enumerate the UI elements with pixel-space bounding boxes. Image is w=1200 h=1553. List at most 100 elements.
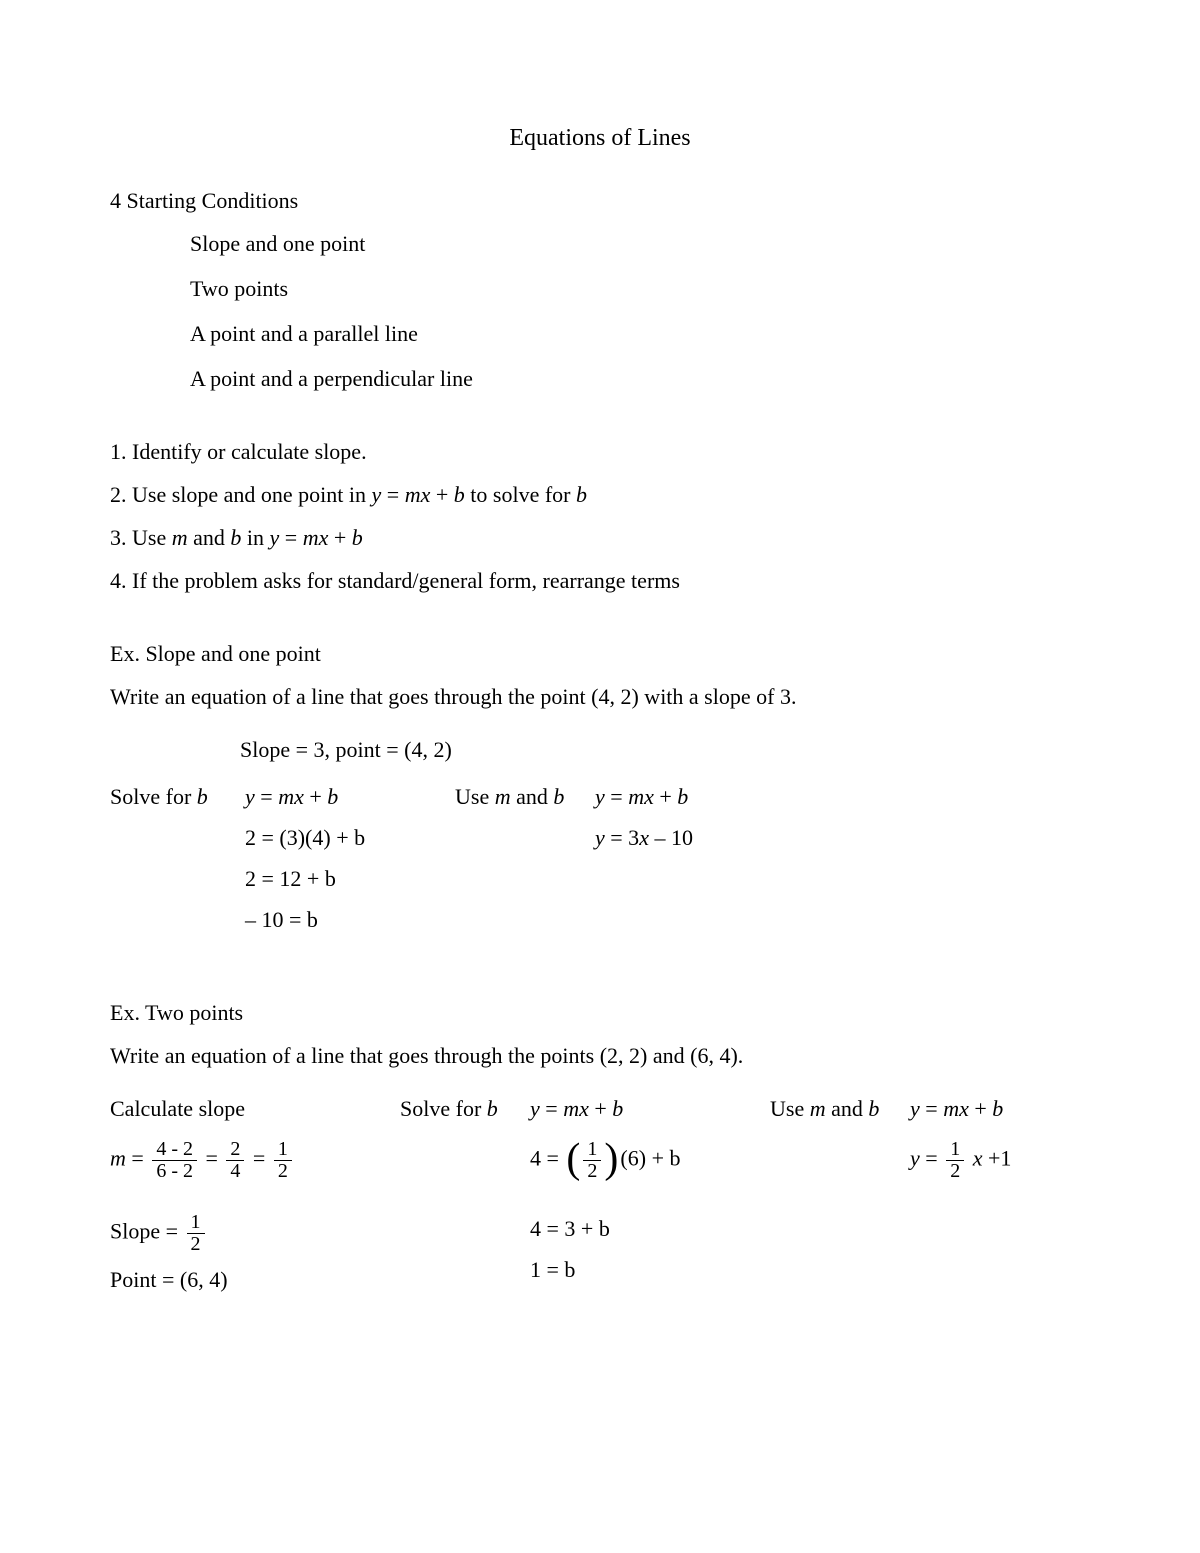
var-y: y: [910, 1146, 920, 1171]
var-y: y: [595, 825, 605, 850]
eq: =: [605, 784, 628, 809]
eq: =: [255, 784, 278, 809]
plus: +: [969, 1096, 992, 1121]
ex2-use-steps: y = mx + b y = 12 x +1: [910, 1092, 1090, 1182]
ex1-use-label: Use m and b: [455, 780, 595, 813]
var-mx: mx: [278, 784, 304, 809]
big-paren: 12: [564, 1139, 620, 1182]
var-y: y: [530, 1096, 540, 1121]
fraction: 12: [274, 1139, 292, 1182]
and: and: [826, 1096, 869, 1121]
numerator: 1: [583, 1139, 601, 1161]
ex1-prompt: Write an equation of a line that goes th…: [110, 680, 1090, 713]
plus: +: [328, 525, 351, 550]
var-b: b: [612, 1096, 623, 1121]
ex2-slope-calc: m = 4 - 26 - 2 = 24 = 12: [110, 1139, 400, 1182]
var-b: b: [197, 784, 208, 809]
plus: +: [304, 784, 327, 809]
var-y: y: [595, 784, 605, 809]
eq: =: [920, 1096, 943, 1121]
label-text: Slope =: [110, 1219, 184, 1244]
step-3-pre: 3. Use: [110, 525, 172, 550]
var-b: b: [677, 784, 688, 809]
numerator: 1: [274, 1139, 292, 1161]
fraction: 24: [226, 1139, 244, 1182]
denominator: 2: [583, 1161, 601, 1182]
var-x: x: [639, 825, 649, 850]
numerator: 1: [946, 1139, 964, 1161]
denominator: 6 - 2: [152, 1161, 197, 1182]
ex1-given: Slope = 3, point = (4, 2): [240, 733, 1090, 766]
condition-item: A point and a parallel line: [190, 317, 1090, 350]
step-2: 2. Use slope and one point in y = mx + b…: [110, 478, 1090, 511]
var-m: m: [810, 1096, 826, 1121]
var-mx: mx: [943, 1096, 969, 1121]
ex2-solve-line-3: 4 = 3 + b: [530, 1212, 770, 1245]
fraction: 12: [583, 1139, 601, 1182]
fraction: 12: [946, 1139, 964, 1182]
denominator: 2: [274, 1161, 292, 1182]
ex1-solve-steps: y = mx + b 2 = (3)(4) + b 2 = 12 + b – 1…: [245, 780, 455, 936]
var-b: b: [352, 525, 363, 550]
ex2-solve-line-2: 4 = 12(6) + b: [530, 1139, 770, 1182]
condition-item: A point and a perpendicular line: [190, 362, 1090, 395]
var-b: b: [576, 482, 587, 507]
text: = 3: [605, 825, 639, 850]
step-3: 3. Use m and b in y = mx + b: [110, 521, 1090, 554]
denominator: 4: [226, 1161, 244, 1182]
var-b: b: [553, 784, 564, 809]
ex1-solve-line-3: 2 = 12 + b: [245, 862, 455, 895]
step-4: 4. If the problem asks for standard/gene…: [110, 564, 1090, 597]
eq: =: [200, 1146, 223, 1171]
page-title: Equations of Lines: [110, 120, 1090, 156]
ex2-title: Ex. Two points: [110, 996, 1090, 1029]
fraction: 4 - 26 - 2: [152, 1139, 197, 1182]
steps-list: 1. Identify or calculate slope. 2. Use s…: [110, 435, 1090, 597]
ex1-use-line-2: y = 3x – 10: [595, 821, 693, 854]
var-m: m: [172, 525, 188, 550]
ex2-solve-label: Solve for b: [400, 1092, 530, 1125]
plus: +: [589, 1096, 612, 1121]
ex2-point-value: Point = (6, 4): [110, 1263, 400, 1296]
plus: +: [430, 482, 453, 507]
ex2-prompt: Write an equation of a line that goes th…: [110, 1039, 1090, 1072]
var-mx: mx: [303, 525, 329, 550]
text: +1: [982, 1146, 1011, 1171]
ex1-work-row: Solve for b y = mx + b 2 = (3)(4) + b 2 …: [110, 780, 1090, 936]
ex1-solve-line-2: 2 = (3)(4) + b: [245, 821, 455, 854]
var-m: m: [110, 1146, 126, 1171]
fraction: 12: [187, 1212, 205, 1255]
ex2-solve-line-1: y = mx + b: [530, 1092, 770, 1125]
label-text: Solve for: [110, 784, 197, 809]
var-b: b: [868, 1096, 879, 1121]
var-mx: mx: [628, 784, 654, 809]
ex1-solve-label: Solve for b: [110, 780, 245, 813]
step-2-post: to solve for: [465, 482, 576, 507]
ex2-solve-line-4: 1 = b: [530, 1253, 770, 1286]
denominator: 2: [187, 1234, 205, 1255]
numerator: 1: [187, 1212, 205, 1234]
numerator: 2: [226, 1139, 244, 1161]
condition-item: Two points: [190, 272, 1090, 305]
ex2-calc-label: Calculate slope: [110, 1092, 400, 1125]
plus: +: [654, 784, 677, 809]
in: in: [241, 525, 269, 550]
and: and: [188, 525, 231, 550]
ex2-slope-value: Slope = 12: [110, 1212, 400, 1255]
ex1-use-steps: y = mx + b y = 3x – 10: [595, 780, 693, 854]
text: (6) + b: [620, 1146, 680, 1171]
conditions-heading: 4 Starting Conditions: [110, 184, 1090, 217]
ex1-solve-line-1: y = mx + b: [245, 780, 455, 813]
var-b: b: [230, 525, 241, 550]
condition-item: Slope and one point: [190, 227, 1090, 260]
ex2-use-line-2: y = 12 x +1: [910, 1139, 1090, 1182]
label-text: Solve for: [400, 1096, 487, 1121]
var-y: y: [372, 482, 382, 507]
var-mx: mx: [563, 1096, 589, 1121]
page: Equations of Lines 4 Starting Conditions…: [0, 0, 1200, 1553]
ex2-use-label: Use m and b: [770, 1092, 910, 1125]
var-b: b: [327, 784, 338, 809]
eq: =: [279, 525, 302, 550]
eq: =: [540, 1096, 563, 1121]
var-b: b: [454, 482, 465, 507]
